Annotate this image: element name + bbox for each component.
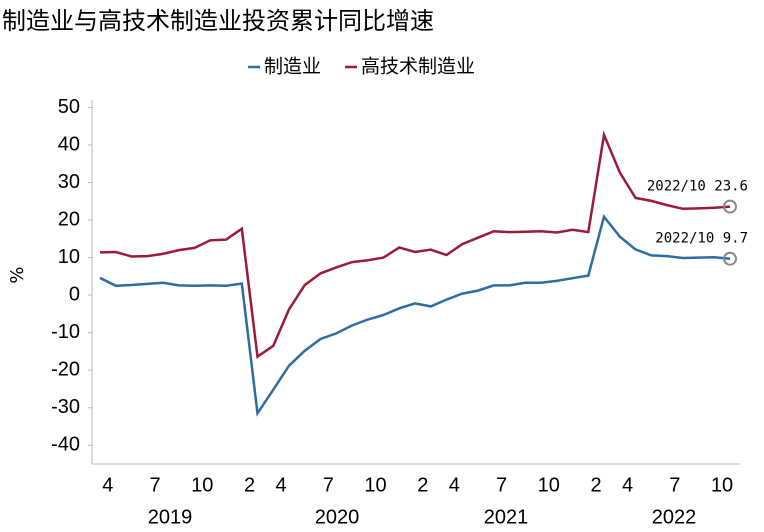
end-marker [723, 199, 737, 214]
legend-label: 高技术制造业 [361, 56, 475, 78]
x-tick-label: 2 [590, 474, 601, 496]
y-tick-label: -30 [51, 396, 80, 418]
annotation: 2022/10 23.6 [647, 179, 748, 195]
x-tick-label: 7 [149, 474, 160, 496]
y-axis-label: % [7, 266, 28, 283]
x-tick-label: 10 [191, 474, 213, 496]
y-tick-label: 40 [58, 133, 80, 155]
x-tick-label: 2 [244, 474, 255, 496]
x-tick-label: 7 [323, 474, 334, 496]
year-label: 2019 [148, 506, 193, 528]
y-tick-label: 10 [58, 246, 80, 268]
x-tick-label: 4 [102, 474, 113, 496]
year-label: 2022 [652, 506, 697, 528]
series-line [99, 213, 731, 417]
x-tick-label: 7 [496, 474, 507, 496]
x-tick-label: 10 [538, 474, 560, 496]
legend-label: 制造业 [264, 56, 321, 78]
x-tick-label: 10 [364, 474, 386, 496]
y-tick-label: 30 [58, 171, 80, 193]
x-tick-label: 10 [711, 474, 733, 496]
year-label: 2021 [484, 506, 529, 528]
x-tick-label: 4 [622, 474, 633, 496]
y-tick-label: -20 [51, 358, 80, 380]
end-marker [723, 251, 737, 266]
annotation: 2022/10 9.7 [655, 231, 748, 247]
y-tick-label: 0 [69, 283, 80, 305]
x-tick-label: 7 [669, 474, 680, 496]
x-tick-label: 4 [449, 474, 460, 496]
y-tick-label: 50 [58, 96, 80, 118]
x-tick-label: 2 [417, 474, 428, 496]
x-tick-label: 4 [275, 474, 286, 496]
y-tick-label: 20 [58, 208, 80, 230]
chart-title: 制造业与高技术制造业投资累计同比增速 [2, 7, 434, 35]
y-tick-label: -40 [51, 434, 80, 456]
y-tick-label: -10 [51, 321, 80, 343]
series-line [99, 130, 731, 359]
year-label: 2020 [315, 506, 360, 528]
